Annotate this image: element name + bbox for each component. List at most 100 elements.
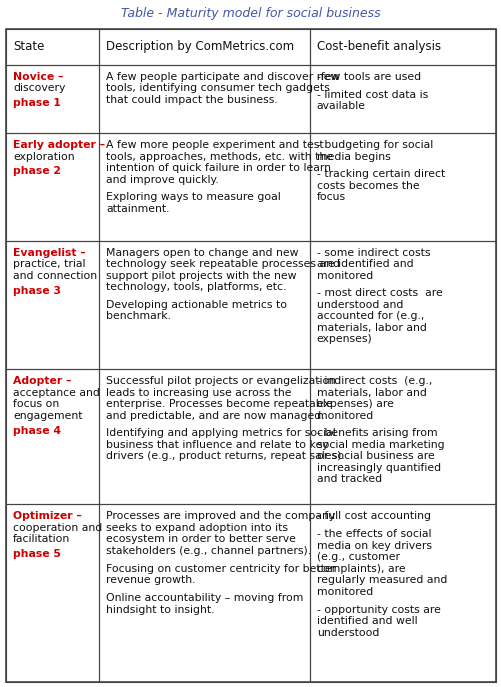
Text: complaints), are: complaints), are — [316, 564, 405, 574]
Text: practice, trial: practice, trial — [13, 259, 85, 269]
Text: media on key drivers: media on key drivers — [316, 541, 431, 551]
Text: identified and well: identified and well — [316, 616, 417, 626]
Text: drivers (e.g., product returns, repeat sales).: drivers (e.g., product returns, repeat s… — [106, 451, 344, 462]
Text: - most direct costs  are: - most direct costs are — [316, 289, 442, 298]
Text: facilitation: facilitation — [13, 534, 70, 545]
Text: Managers open to change and new: Managers open to change and new — [106, 247, 298, 258]
Text: phase 1: phase 1 — [13, 98, 61, 109]
Text: and connection: and connection — [13, 271, 97, 280]
Bar — [309, 29, 495, 65]
Text: monitored: monitored — [316, 587, 372, 597]
Text: - budgeting for social: - budgeting for social — [316, 140, 432, 150]
Text: and predictable, and are now managed.: and predictable, and are now managed. — [106, 411, 324, 420]
Text: (e.g., customer: (e.g., customer — [316, 552, 399, 562]
Text: Optimizer –: Optimizer – — [13, 511, 82, 521]
Text: - some indirect costs: - some indirect costs — [316, 247, 429, 258]
Text: - benefits arising from: - benefits arising from — [316, 429, 436, 438]
Text: Early adopter –: Early adopter – — [13, 140, 105, 150]
Text: Exploring ways to measure goal: Exploring ways to measure goal — [106, 192, 280, 203]
Text: phase 3: phase 3 — [13, 286, 61, 295]
Text: business that influence and relate to key: business that influence and relate to ke… — [106, 440, 328, 450]
Text: leads to increasing use across the: leads to increasing use across the — [106, 387, 291, 398]
Text: phase 4: phase 4 — [13, 425, 61, 436]
Text: and improve quickly.: and improve quickly. — [106, 174, 218, 185]
Text: attainment.: attainment. — [106, 204, 169, 214]
Text: Novice –: Novice – — [13, 72, 64, 82]
Text: intention of quick failure in order to learn: intention of quick failure in order to l… — [106, 163, 331, 173]
Text: Evangelist –: Evangelist – — [13, 247, 86, 258]
Text: - the effects of social: - the effects of social — [316, 529, 430, 539]
Bar — [6, 65, 99, 133]
Bar — [309, 369, 495, 504]
Text: focus: focus — [316, 192, 345, 203]
Text: tools, approaches, methods, etc. with the: tools, approaches, methods, etc. with th… — [106, 152, 333, 161]
Text: understood and: understood and — [316, 300, 402, 310]
Text: A few people participate and discover new: A few people participate and discover ne… — [106, 72, 339, 82]
Text: Processes are improved and the company: Processes are improved and the company — [106, 511, 335, 521]
Text: monitored: monitored — [316, 411, 372, 420]
Bar — [6, 29, 99, 65]
Text: costs becomes the: costs becomes the — [316, 181, 418, 191]
Bar — [309, 65, 495, 133]
Text: technology, tools, platforms, etc.: technology, tools, platforms, etc. — [106, 282, 286, 292]
Text: stakeholders (e.g., channel partners).: stakeholders (e.g., channel partners). — [106, 546, 311, 556]
Text: enterprise. Processes become repeatable: enterprise. Processes become repeatable — [106, 399, 332, 409]
Text: revenue growth.: revenue growth. — [106, 575, 195, 585]
Text: are identified and: are identified and — [316, 259, 413, 269]
Text: monitored: monitored — [316, 271, 372, 280]
Text: materials, labor and: materials, labor and — [316, 323, 426, 333]
Text: accounted for (e.g.,: accounted for (e.g., — [316, 311, 423, 322]
Text: Table - Maturity model for social business: Table - Maturity model for social busine… — [121, 6, 380, 19]
Text: ecosystem in order to better serve: ecosystem in order to better serve — [106, 534, 296, 545]
Text: available: available — [316, 101, 365, 111]
Text: Adopter –: Adopter – — [13, 376, 71, 386]
Text: cooperation and: cooperation and — [13, 523, 102, 533]
Bar — [309, 504, 495, 682]
Text: -few tools are used: -few tools are used — [316, 72, 420, 82]
Bar — [99, 65, 309, 133]
Bar — [99, 504, 309, 682]
Text: - limited cost data is: - limited cost data is — [316, 90, 427, 100]
Bar — [309, 133, 495, 240]
Bar — [309, 240, 495, 369]
Text: media begins: media begins — [316, 152, 390, 161]
Text: phase 5: phase 5 — [13, 550, 61, 559]
Text: - opportunity costs are: - opportunity costs are — [316, 605, 440, 615]
Text: understood: understood — [316, 628, 378, 638]
Bar — [6, 369, 99, 504]
Text: expenses): expenses) — [316, 335, 372, 344]
Text: Online accountability – moving from: Online accountability – moving from — [106, 593, 303, 603]
Text: Developing actionable metrics to: Developing actionable metrics to — [106, 300, 287, 310]
Text: exploration: exploration — [13, 152, 75, 161]
Text: phase 2: phase 2 — [13, 166, 61, 177]
Text: materials, labor and: materials, labor and — [316, 387, 426, 398]
Text: and tracked: and tracked — [316, 475, 381, 484]
Text: hindsight to insight.: hindsight to insight. — [106, 605, 214, 615]
Text: - tracking certain direct: - tracking certain direct — [316, 169, 444, 179]
Bar — [6, 240, 99, 369]
Text: Description by ComMetrics.com: Description by ComMetrics.com — [106, 41, 294, 54]
Text: - full cost accounting: - full cost accounting — [316, 511, 430, 521]
Text: focus on: focus on — [13, 399, 59, 409]
Text: technology seek repeatable processes and: technology seek repeatable processes and — [106, 259, 340, 269]
Text: seeks to expand adoption into its: seeks to expand adoption into its — [106, 523, 288, 533]
Text: State: State — [13, 41, 44, 54]
Text: - indirect costs  (e.g.,: - indirect costs (e.g., — [316, 376, 431, 386]
Text: expenses) are: expenses) are — [316, 399, 393, 409]
Text: Successful pilot projects or evangelization: Successful pilot projects or evangelizat… — [106, 376, 336, 386]
Text: benchmark.: benchmark. — [106, 311, 171, 322]
Bar — [99, 29, 309, 65]
Text: support pilot projects with the new: support pilot projects with the new — [106, 271, 296, 280]
Bar — [6, 133, 99, 240]
Text: Focusing on customer centricity for better: Focusing on customer centricity for bett… — [106, 564, 336, 574]
Text: Cost-benefit analysis: Cost-benefit analysis — [316, 41, 440, 54]
Text: engagement: engagement — [13, 411, 82, 420]
Bar — [99, 240, 309, 369]
Text: tools, identifying consumer tech gadgets: tools, identifying consumer tech gadgets — [106, 83, 329, 93]
Text: A few more people experiment and test: A few more people experiment and test — [106, 140, 323, 150]
Text: or social business are: or social business are — [316, 451, 434, 462]
Text: Identifying and applying metrics for social: Identifying and applying metrics for soc… — [106, 429, 335, 438]
Text: increasingly quantified: increasingly quantified — [316, 463, 440, 473]
Text: acceptance and: acceptance and — [13, 387, 100, 398]
Bar — [99, 369, 309, 504]
